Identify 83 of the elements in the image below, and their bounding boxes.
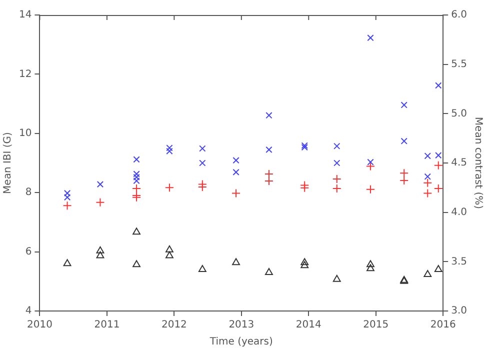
- point: [96, 246, 104, 254]
- point: [64, 190, 71, 197]
- y2-tick-label: 5.5: [451, 58, 468, 70]
- point: [424, 173, 431, 180]
- point: [367, 34, 374, 42]
- point: [434, 265, 442, 272]
- y2-axis-title: Mean contrast (%): [472, 116, 484, 210]
- point: [62, 201, 72, 210]
- point: [366, 162, 375, 171]
- point: [96, 251, 104, 258]
- point: [133, 174, 140, 181]
- point: [300, 261, 309, 268]
- point: [232, 168, 240, 176]
- x-tick-label: 2011: [94, 320, 120, 331]
- point: [133, 156, 140, 163]
- x-tick-label: 2013: [228, 320, 254, 331]
- point: [166, 251, 174, 258]
- point: [334, 142, 340, 150]
- point: [266, 146, 272, 154]
- y-tick-label: 14: [18, 10, 32, 21]
- point: [435, 152, 442, 159]
- x-tick-label: 2015: [363, 320, 389, 331]
- point: [96, 180, 104, 188]
- point: [132, 228, 140, 235]
- point: [301, 144, 308, 151]
- point: [366, 260, 374, 268]
- x-tick-label: 2016: [430, 320, 456, 331]
- point: [423, 188, 432, 198]
- point: [166, 148, 173, 154]
- y2-tick-label: 3.0: [451, 306, 468, 317]
- point: [400, 176, 409, 185]
- point: [332, 184, 342, 193]
- point: [164, 183, 174, 192]
- point: [199, 145, 206, 152]
- point: [264, 176, 274, 186]
- point: [434, 160, 443, 170]
- point: [301, 142, 308, 149]
- point: [400, 168, 409, 178]
- point: [334, 160, 340, 166]
- point: [198, 265, 206, 272]
- point: [300, 258, 309, 266]
- point: [424, 152, 431, 160]
- y-tick-label: 10: [18, 128, 32, 139]
- y2-tick-label: 4.5: [451, 158, 468, 169]
- point: [63, 259, 72, 266]
- x-tick-label: 2012: [161, 320, 187, 331]
- point: [435, 82, 442, 89]
- point: [132, 260, 140, 268]
- point: [96, 198, 105, 207]
- point: [232, 157, 240, 164]
- point: [199, 160, 206, 166]
- point: [198, 182, 207, 192]
- y2-tick-label: 6.0: [451, 10, 468, 21]
- point: [400, 102, 408, 108]
- point: [132, 184, 142, 193]
- point: [366, 264, 374, 272]
- point: [266, 112, 272, 119]
- y2-tick-label: 4.0: [451, 206, 468, 218]
- point: [332, 174, 342, 184]
- point: [166, 144, 173, 152]
- y-axis-title: Mean IBI (G): [2, 132, 14, 194]
- point: [434, 184, 443, 193]
- y-tick-label: 8: [25, 187, 32, 198]
- point: [332, 274, 341, 282]
- point: [366, 184, 375, 194]
- y-tick-label: 4: [25, 306, 32, 317]
- x-tick-label: 2014: [296, 320, 322, 331]
- y2-tick-label: 5.0: [451, 108, 468, 120]
- y-tick-label: 12: [18, 68, 32, 80]
- x-axis-title: Time (years): [208, 336, 273, 348]
- x-tick-label: 2010: [27, 320, 52, 331]
- point: [423, 178, 432, 188]
- y2-tick-label: 3.5: [451, 256, 468, 268]
- point: [232, 188, 241, 198]
- point: [300, 180, 310, 190]
- point: [264, 169, 274, 178]
- point: [400, 138, 408, 144]
- point: [265, 268, 273, 276]
- point: [166, 245, 174, 252]
- point: [367, 158, 374, 166]
- point: [232, 258, 240, 266]
- y-tick-label: 6: [25, 246, 32, 258]
- point: [424, 270, 432, 277]
